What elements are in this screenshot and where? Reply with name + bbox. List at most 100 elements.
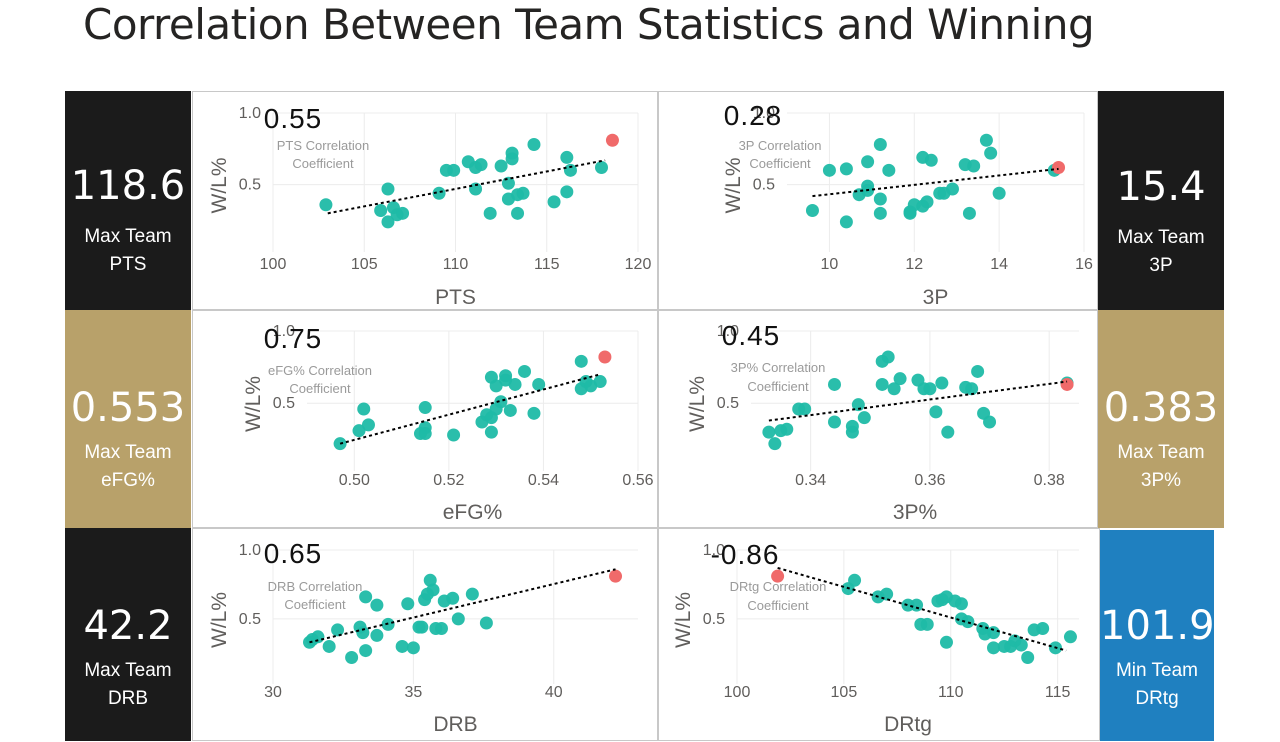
data-point: [929, 405, 943, 419]
x-axis-label: eFG%: [443, 501, 503, 524]
scatter-chart[interactable]: 10 12 14 16 0.5 1.0 W/L% 3P 3P Correlation Coeffi…: [659, 92, 1099, 311]
data-point: [780, 422, 794, 436]
x-tick-label: 0.54: [528, 472, 559, 489]
data-point: [381, 182, 395, 196]
data-point: [595, 160, 608, 174]
kpi-value: 0.383: [1103, 385, 1219, 431]
scatter-chart[interactable]: 100 105 110 115 0.5 1.0 W/L% DRtg DRtg Correlati…: [659, 529, 1101, 742]
data-point: [1014, 638, 1028, 652]
scatter-chart[interactable]: 0.34 0.36 0.38 0.5 1.0 W/L% 3P% 3P% Correlation…: [659, 311, 1099, 529]
trend-line: [777, 566, 1067, 652]
data-point: [505, 152, 519, 166]
data-point: [406, 641, 420, 655]
correlation-coefficient: 0.45: [722, 320, 781, 351]
data-point: [768, 437, 782, 451]
highlight-point: [1060, 377, 1074, 391]
kpi-max-pts: 118.6 Max Team PTS: [65, 91, 191, 310]
scatter-chart[interactable]: 100 105 110 115 120 0.5 1.0 W/L% PTS PTS Correlat…: [193, 92, 659, 311]
data-point: [465, 587, 479, 601]
data-point: [992, 186, 1006, 200]
kpi-label: Max Team PTS: [65, 223, 191, 279]
x-tick-label: 16: [1075, 256, 1093, 273]
scatter-chart[interactable]: 30 35 40 0.5 1.0 W/L% DRB DRB Correlation Coeffi…: [193, 529, 659, 742]
highlight-point: [609, 569, 623, 583]
data-point: [451, 612, 465, 626]
data-point: [1021, 650, 1035, 664]
kpi-max-3p: 15.4 Max Team 3P: [1098, 91, 1224, 310]
coefficient-caption-line2: Coefficient: [289, 381, 351, 396]
data-point: [518, 364, 532, 378]
kpi-value: 0.553: [70, 385, 186, 431]
scatter-chart[interactable]: 0.50 0.52 0.54 0.56 0.5 1.0 W/L% eFG% eFG% Corre…: [193, 311, 659, 529]
x-axis-label: DRB: [433, 713, 477, 736]
data-point: [839, 162, 853, 176]
data-point: [418, 427, 432, 441]
data-point: [971, 364, 985, 378]
x-tick-label: 12: [905, 256, 923, 273]
x-tick-label: 40: [545, 684, 563, 701]
coefficient-caption-line2: Coefficient: [747, 379, 809, 394]
kpi-label-line2: 3P%: [1140, 470, 1182, 491]
x-tick-label: 0.50: [339, 472, 370, 489]
data-point: [432, 186, 446, 200]
chart-panel-3p-pct[interactable]: 0.34 0.36 0.38 0.5 1.0 W/L% 3P% 3P% Correlation…: [658, 310, 1098, 528]
data-point: [508, 377, 522, 391]
data-point: [516, 186, 530, 200]
kpi-label-line1: Max Team: [84, 442, 172, 463]
data-point: [401, 597, 415, 611]
data-point: [353, 620, 367, 634]
data-point: [370, 628, 384, 642]
y-axis-label: W/L%: [208, 592, 231, 648]
data-point: [395, 639, 409, 653]
y-tick-label: 0.5: [703, 611, 725, 628]
data-point: [762, 425, 776, 439]
data-point: [848, 573, 862, 587]
y-tick-label: 1.0: [703, 542, 725, 559]
data-point: [374, 203, 388, 217]
trend-line: [327, 159, 606, 215]
kpi-value: 15.4: [1116, 164, 1206, 210]
x-tick-label: 110: [443, 256, 469, 273]
correlation-coefficient: 0.55: [264, 103, 323, 134]
trend-line: [309, 568, 616, 644]
kpi-label: Max Team eFG%: [65, 439, 191, 495]
data-point: [547, 195, 561, 209]
y-tick-label: 1.0: [753, 105, 775, 122]
x-tick-label: 110: [938, 684, 964, 701]
kpi-label-line2: PTS: [109, 254, 147, 275]
data-point: [882, 163, 896, 177]
x-tick-label: 0.56: [622, 472, 653, 489]
kpi-max-drb: 42.2 Max Team DRB: [65, 528, 191, 741]
data-point: [447, 163, 461, 177]
correlation-coefficient: -0.86: [711, 539, 780, 570]
data-point: [961, 615, 975, 629]
coefficient-caption-line1: DRB Correlation: [268, 579, 363, 594]
kpi-min-drtg: 101.9 Min Team DRtg: [1100, 530, 1215, 741]
kpi-label-line2: eFG%: [101, 470, 155, 491]
data-point: [359, 644, 373, 658]
chart-panel-drb[interactable]: 30 35 40 0.5 1.0 W/L% DRB DRB Correlation Coeffi…: [192, 528, 658, 741]
chart-panel-drtg[interactable]: 100 105 110 115 0.5 1.0 W/L% DRtg DRtg Correlati…: [658, 528, 1100, 741]
kpi-value: 101.9: [1100, 603, 1215, 649]
trend-line: [812, 167, 1059, 198]
chart-panel-pts[interactable]: 100 105 110 115 120 0.5 1.0 W/L% PTS PTS Correlat…: [192, 91, 658, 310]
data-point: [979, 133, 993, 147]
page-title: Correlation Between Team Statistics and …: [83, 0, 1095, 49]
data-point: [827, 377, 841, 391]
kpi-label-line2: 3P: [1149, 255, 1173, 276]
x-tick-label: 0.38: [1034, 472, 1065, 489]
y-axis-label: W/L%: [672, 592, 695, 648]
chart-panel-3p[interactable]: 10 12 14 16 0.5 1.0 W/L% 3P 3P Correlation Coeffi…: [658, 91, 1098, 310]
data-point: [503, 403, 517, 417]
coefficient-caption-line1: 3P Correlation: [739, 138, 822, 153]
data-point: [875, 377, 889, 391]
coefficient-caption-line1: DRtg Correlation: [730, 579, 827, 594]
chart-panel-efg[interactable]: 0.50 0.52 0.54 0.56 0.5 1.0 W/L% eFG% eFG% Corre…: [192, 310, 658, 528]
coefficient-caption-line1: PTS Correlation: [277, 138, 369, 153]
data-point: [494, 159, 508, 173]
y-tick-label: 1.0: [239, 105, 261, 122]
data-point: [560, 185, 574, 199]
data-point: [805, 203, 819, 217]
data-point: [965, 382, 979, 396]
data-point: [954, 597, 968, 611]
